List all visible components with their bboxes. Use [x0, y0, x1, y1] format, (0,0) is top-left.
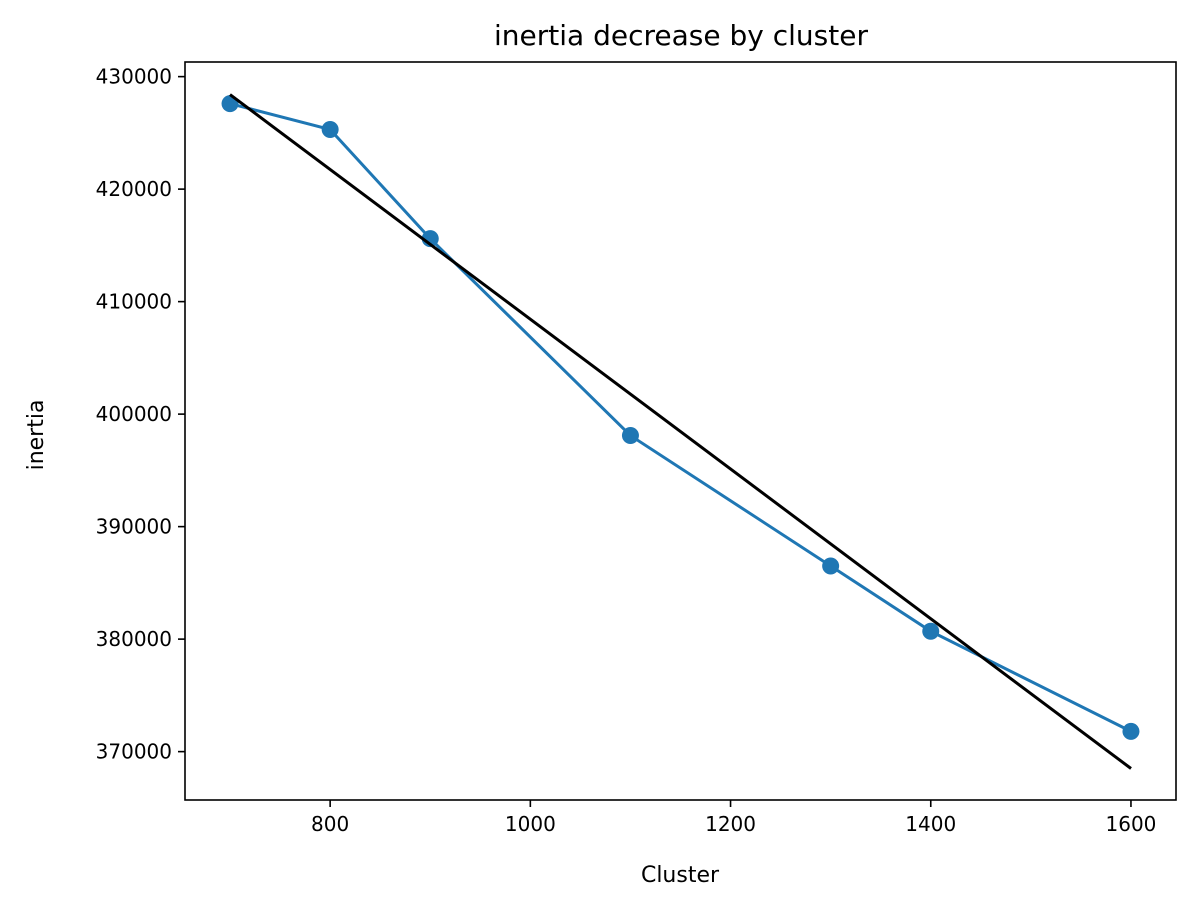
plot-frame — [184, 61, 1177, 801]
y-tick-label: 390000 — [96, 515, 172, 539]
y-tick-label: 380000 — [96, 627, 172, 651]
y-tick-label: 370000 — [96, 740, 172, 764]
y-tick-label: 410000 — [96, 290, 172, 314]
y-tick-label: 400000 — [96, 402, 172, 426]
data-point — [822, 557, 840, 575]
x-tick-label: 800 — [311, 812, 349, 836]
x-tick-label: 1400 — [905, 812, 956, 836]
data-point — [621, 427, 639, 444]
x-tick-label: 1200 — [705, 812, 756, 836]
trend-line — [229, 93, 1132, 770]
x-tick-label: 1000 — [505, 812, 556, 836]
data-point — [321, 121, 339, 138]
y-tick-label: 430000 — [96, 65, 172, 89]
ticks: 800 1000 1200 1400 1600 370000 380000 390000 400… — [96, 65, 1157, 836]
y-tick-label: 420000 — [96, 177, 172, 201]
chart-title: inertia decrease by cluster — [494, 19, 868, 52]
data-point — [922, 622, 940, 640]
x-tick-label: 1600 — [1106, 812, 1157, 836]
x-axis-label: Cluster — [641, 863, 720, 888]
data-point — [1122, 722, 1140, 740]
inertia-series-line — [229, 102, 1132, 733]
series-layer — [221, 93, 1140, 770]
y-axis-label: inertia — [24, 400, 49, 471]
